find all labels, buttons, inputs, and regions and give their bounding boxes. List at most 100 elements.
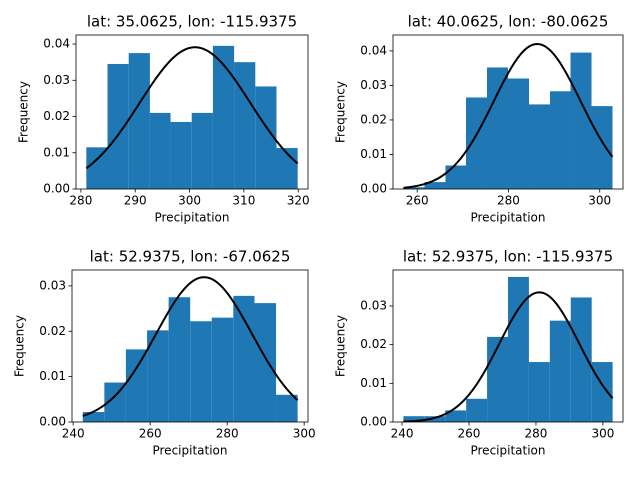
bar: [403, 416, 425, 422]
y-axis-label: Frequency: [334, 81, 348, 143]
bar: [276, 394, 298, 422]
axes-frame: [75, 34, 309, 190]
fit-curve: [403, 291, 614, 422]
x-axis-label: Precipitation: [470, 211, 545, 225]
y-tick-label: 0.03: [360, 78, 387, 92]
y-tick-label: 0.01: [43, 145, 70, 159]
x-tick-label: 280: [216, 427, 239, 441]
y-tick-label: 0.03: [39, 278, 66, 292]
bar: [487, 67, 508, 189]
bar: [445, 165, 467, 189]
bar: [233, 295, 255, 422]
subplot: 240 260 280 300 0.00 0.01 0.02 0.03 lat: 52.9375…: [13, 248, 316, 458]
bar: [170, 121, 192, 189]
fit-curve: [82, 276, 299, 417]
bar: [591, 106, 613, 189]
x-axis-label: Precipitation: [470, 444, 545, 458]
y-tick-label: 0.02: [43, 109, 70, 123]
bar: [212, 45, 235, 189]
bar: [147, 330, 169, 422]
subplot: 240 260 280 300 0.00 0.01 0.02 0.03 lat: 52.9375…: [334, 248, 624, 458]
subplot-title: lat: 52.9375, lon: -115.9375: [403, 248, 613, 266]
x-tick-label: 290: [124, 194, 147, 208]
subplot-title: lat: 40.0625, lon: -80.0625: [408, 13, 609, 31]
bar: [82, 412, 105, 422]
x-tick-label: 300: [293, 427, 316, 441]
bar: [508, 78, 529, 189]
x-tick-label: 310: [232, 194, 255, 208]
bar: [149, 112, 171, 189]
y-axis-label: Frequency: [17, 81, 31, 143]
x-tick-label: 300: [588, 194, 611, 208]
plot-area: [403, 276, 614, 422]
x-tick-label: 280: [525, 427, 548, 441]
bar: [128, 53, 150, 189]
y-tick-label: 0.03: [43, 73, 70, 87]
x-axis-label: Precipitation: [154, 211, 229, 225]
x-tick-label: 280: [497, 194, 520, 208]
y-tick-label: 0.00: [43, 182, 70, 196]
subplot: 260 280 300 0.00 0.01 0.02 0.03 0.04 lat: 40.062…: [334, 13, 624, 225]
x-tick-label: 300: [591, 427, 614, 441]
y-tick-label: 0.04: [43, 37, 70, 51]
x-tick-label: 260: [458, 427, 481, 441]
subplot-title: lat: 52.9375, lon: -67.0625: [90, 248, 291, 266]
bar: [570, 297, 592, 422]
y-axis-label: Frequency: [334, 315, 348, 377]
y-tick-label: 0.01: [360, 147, 387, 161]
axes-frame: [392, 34, 624, 190]
y-tick-label: 0.02: [360, 112, 387, 126]
bar: [487, 336, 508, 422]
plot-area: [85, 45, 299, 189]
bar: [107, 63, 129, 189]
x-tick-label: 260: [139, 427, 162, 441]
bar: [466, 398, 488, 422]
x-tick-label: 240: [391, 427, 414, 441]
bar: [549, 320, 571, 422]
y-axis-label: Frequency: [13, 315, 27, 377]
y-tick-label: 0.02: [39, 324, 66, 338]
y-tick-label: 0.00: [39, 415, 66, 429]
bar: [424, 182, 446, 189]
y-tick-label: 0.01: [39, 369, 66, 383]
x-tick-label: 300: [178, 194, 201, 208]
bar: [570, 52, 592, 189]
subplot: 280 290 300 310 320 0.00 0.01 0.02 0.03 0.04 lat: …: [17, 13, 310, 225]
bar: [104, 382, 126, 422]
bar: [211, 317, 234, 422]
bar: [445, 410, 467, 422]
plot-area: [82, 276, 299, 422]
subplot-title: lat: 35.0625, lon: -115.9375: [87, 13, 297, 31]
bar: [168, 297, 191, 422]
bar: [190, 321, 212, 422]
x-axis-label: Precipitation: [152, 444, 227, 458]
y-tick-label: 0.03: [360, 298, 387, 312]
x-tick-label: 240: [62, 427, 85, 441]
x-tick-label: 320: [287, 194, 310, 208]
bar: [528, 104, 550, 189]
bar: [403, 187, 425, 189]
y-tick-label: 0.00: [360, 415, 387, 429]
fit-curve: [85, 46, 299, 170]
bar: [508, 276, 529, 422]
bar: [191, 112, 213, 189]
x-tick-label: 260: [406, 194, 429, 208]
bar: [466, 97, 488, 189]
bar: [86, 147, 108, 189]
axes-frame: [71, 269, 309, 423]
x-tick-label: 280: [69, 194, 92, 208]
bar: [255, 86, 277, 189]
y-tick-label: 0.01: [360, 376, 387, 390]
bar: [424, 416, 446, 422]
bar: [549, 91, 571, 189]
bar: [234, 62, 256, 189]
bar: [254, 303, 277, 422]
y-tick-label: 0.00: [360, 182, 387, 196]
bar: [528, 362, 550, 422]
axes-frame: [392, 269, 624, 423]
y-tick-label: 0.04: [360, 43, 387, 57]
bar: [125, 349, 148, 422]
fit-curve: [403, 42, 614, 189]
y-tick-label: 0.02: [360, 337, 387, 351]
